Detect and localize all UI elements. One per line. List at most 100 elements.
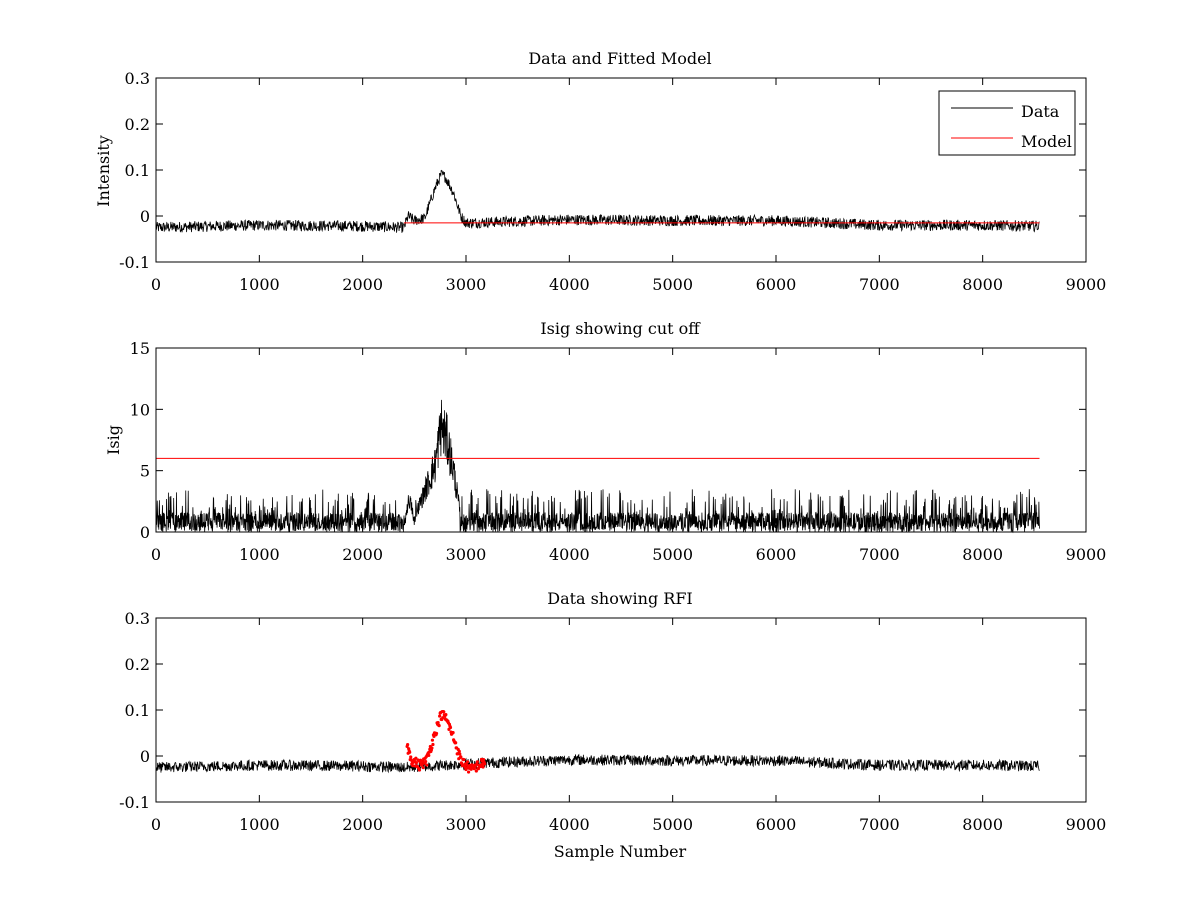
rfi-point	[406, 742, 410, 747]
rfi-point	[436, 721, 440, 725]
x-tick-label: 1000	[239, 815, 280, 834]
rfi-point	[427, 753, 431, 758]
rfi-point	[451, 731, 455, 735]
x-tick-label: 5000	[652, 815, 693, 834]
x-tick-label: 0	[151, 815, 161, 834]
x-tick-label: 4000	[549, 815, 590, 834]
rfi-point	[430, 738, 435, 742]
rfi-point	[417, 768, 422, 772]
axes-frame	[155, 347, 1087, 533]
x-tick-label: 9000	[1066, 275, 1107, 294]
rfi-point	[475, 760, 479, 764]
rfi-point	[466, 770, 471, 774]
panel-data-and-fitted-model: Data and Fitted Model Intensity 0 1000 200…	[94, 49, 1106, 294]
y-tick-label: 0.1	[125, 161, 150, 180]
rfi-point	[421, 766, 425, 770]
x-tick-label: 3000	[446, 815, 487, 834]
axes: 0 1000 2000 3000 4000 5000 6000 7000 8000 9000 0 5 1…	[130, 339, 1107, 564]
rfi-point	[409, 755, 413, 759]
x-tick-label: 2000	[342, 815, 383, 834]
rfi-point	[457, 749, 461, 753]
x-tick-label: 7000	[859, 545, 900, 564]
x-tick-label: 6000	[756, 545, 797, 564]
rfi-point	[408, 750, 412, 754]
x-tick-label: 1000	[239, 275, 280, 294]
x-tick-label: 9000	[1066, 545, 1107, 564]
legend-box	[938, 90, 1076, 156]
axes: 0 1000 2000 3000 4000 5000 6000 7000 8000 9000 -0.…	[119, 69, 1106, 294]
series-data-line	[155, 753, 1040, 774]
x-tick-label: 7000	[859, 815, 900, 834]
x-tick-label: 4000	[549, 545, 590, 564]
rfi-point	[465, 760, 470, 764]
y-tick-label: 5	[140, 462, 150, 481]
y-tick-label: 0.3	[125, 609, 150, 628]
rfi-point	[438, 714, 442, 718]
series-data-line	[155, 169, 1040, 233]
rfi-point	[414, 761, 418, 765]
x-tick-label: 8000	[962, 545, 1003, 564]
rfi-point	[431, 742, 435, 747]
rfi-point	[481, 765, 485, 769]
x-tick-label: 0	[151, 545, 161, 564]
y-axis-label: Intensity	[94, 135, 113, 207]
rfi-point	[437, 724, 441, 728]
rfi-point	[476, 767, 480, 771]
panel-isig-showing-cut-off: Isig showing cut off Isig 0 1000 2000 3000 4…	[104, 319, 1106, 564]
rfi-point	[444, 713, 448, 717]
x-axis-label: Sample Number	[554, 842, 687, 861]
y-tick-label: 0.2	[125, 655, 150, 674]
x-tick-label: 4000	[549, 275, 590, 294]
axes: 0 1000 2000 3000 4000 5000 6000 7000 8000 9000 -0.…	[119, 609, 1106, 834]
y-tick-label: 0.1	[125, 701, 150, 720]
x-tick-label: 8000	[962, 275, 1003, 294]
rfi-point	[430, 746, 434, 750]
x-tick-label: 6000	[756, 275, 797, 294]
rfi-point	[442, 710, 446, 714]
series-layer	[155, 169, 1040, 233]
y-tick-label: 0	[140, 523, 150, 542]
y-tick-label: 0	[140, 207, 150, 226]
series-isig-line	[155, 399, 1040, 534]
rfi-point	[474, 769, 478, 773]
series-layer	[155, 709, 1040, 774]
x-tick-label: 9000	[1066, 815, 1107, 834]
x-tick-label: 0	[151, 275, 161, 294]
rfi-point	[425, 763, 429, 767]
y-tick-label: 10	[130, 400, 150, 419]
rfi-point	[459, 755, 463, 759]
x-tick-label: 6000	[756, 815, 797, 834]
x-tick-label: 7000	[859, 275, 900, 294]
legend-label-model: Model	[1021, 132, 1072, 151]
series-rfi-markers	[405, 709, 487, 774]
x-tick-label: 2000	[342, 545, 383, 564]
y-tick-label: 15	[130, 339, 150, 358]
rfi-point	[434, 731, 439, 736]
x-tick-label: 5000	[652, 545, 693, 564]
y-tick-label: -0.1	[119, 793, 150, 812]
rfi-point	[448, 725, 453, 730]
x-tick-label: 3000	[446, 545, 487, 564]
rfi-point	[411, 764, 415, 768]
legend: Data Model	[938, 90, 1076, 156]
x-tick-label: 5000	[652, 275, 693, 294]
rfi-point	[458, 752, 462, 756]
x-tick-label: 8000	[962, 815, 1003, 834]
x-tick-label: 2000	[342, 275, 383, 294]
legend-label-data: Data	[1021, 102, 1060, 121]
panel-title: Data and Fitted Model	[528, 49, 711, 68]
rfi-point	[462, 758, 466, 762]
rfi-point	[464, 763, 469, 767]
rfi-point	[481, 757, 486, 762]
y-tick-label: -0.1	[119, 253, 150, 272]
x-tick-label: 1000	[239, 545, 280, 564]
rfi-point	[483, 762, 487, 766]
series-layer	[155, 399, 1040, 534]
y-tick-label: 0	[140, 747, 150, 766]
panel-data-showing-rfi: Data showing RFI Sample Number 0 1000 2000…	[119, 589, 1106, 861]
y-axis-label: Isig	[104, 425, 123, 455]
rfi-point	[420, 763, 424, 767]
rfi-point	[454, 741, 458, 745]
panel-title: Isig showing cut off	[540, 319, 701, 338]
